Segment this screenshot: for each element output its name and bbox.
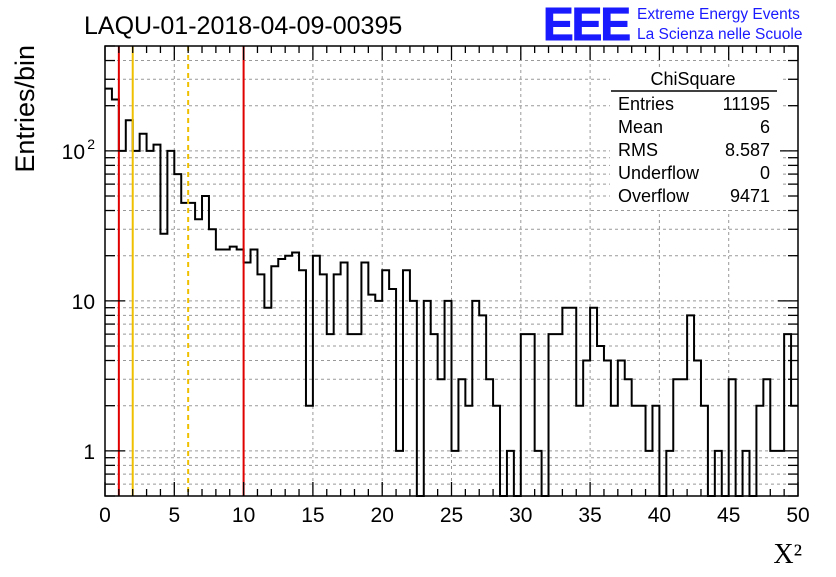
y-tick-label-exponent: 2 bbox=[87, 136, 95, 152]
y-tick-label: 10 bbox=[62, 141, 85, 164]
x-tick-label: 35 bbox=[578, 504, 601, 527]
stats-row-value: 0 bbox=[760, 163, 770, 183]
x-tick-label: 0 bbox=[99, 504, 111, 527]
stats-row-label: RMS bbox=[618, 140, 658, 160]
x-tick-label: 45 bbox=[717, 504, 740, 527]
stats-rows: Entries 11195 Mean 6 RMS 8.587 Underflow 0 Overf… bbox=[618, 94, 770, 206]
eee-logo: EEE Extreme Energy Events La Scienza nel… bbox=[543, 0, 803, 51]
stats-title: ChiSquare bbox=[650, 69, 735, 89]
x-tick-label: 50 bbox=[786, 504, 809, 527]
y-axis-title: Entries/bin bbox=[10, 45, 40, 173]
stats-row-value: 11195 bbox=[723, 94, 770, 114]
x-tick-label: 20 bbox=[371, 504, 394, 527]
stats-box: ChiSquare Entries 11195 Mean 6 RMS 8.587 Under… bbox=[610, 68, 780, 210]
x-tick-label: 25 bbox=[440, 504, 463, 527]
stats-row-label: Mean bbox=[618, 117, 663, 137]
cut-lines bbox=[117, 46, 245, 496]
x-tick-labels: 0 5 10 15 20 25 30 35 40 45 50 bbox=[99, 504, 810, 527]
x-tick-label: 30 bbox=[509, 504, 532, 527]
logo-line-1: Extreme Energy Events bbox=[637, 6, 800, 23]
x-tick-label: 10 bbox=[232, 504, 255, 527]
y-tick-label: 10 bbox=[72, 291, 95, 314]
stats-row-value: 6 bbox=[760, 117, 770, 137]
stats-row-label: Entries bbox=[618, 94, 674, 114]
chart-title: LAQU-01-2018-04-09-00395 bbox=[84, 12, 402, 40]
y-tick-label: 1 bbox=[83, 441, 95, 464]
logo-letters: EEE bbox=[543, 0, 629, 50]
x-tick-label: 40 bbox=[648, 504, 671, 527]
axis-ticks bbox=[104, 45, 799, 497]
x-tick-label: 15 bbox=[301, 504, 324, 527]
stats-row-value: 8.587 bbox=[725, 140, 770, 160]
x-axis-title: X² bbox=[773, 539, 802, 570]
stats-row-label: Underflow bbox=[618, 163, 700, 183]
stats-row-label: Overflow bbox=[618, 186, 690, 206]
stats-row-value: 9471 bbox=[730, 186, 770, 206]
histogram-outline bbox=[105, 87, 798, 497]
logo-line-2: La Scienza nelle Scuole bbox=[637, 26, 802, 43]
x-tick-label: 5 bbox=[168, 504, 180, 527]
